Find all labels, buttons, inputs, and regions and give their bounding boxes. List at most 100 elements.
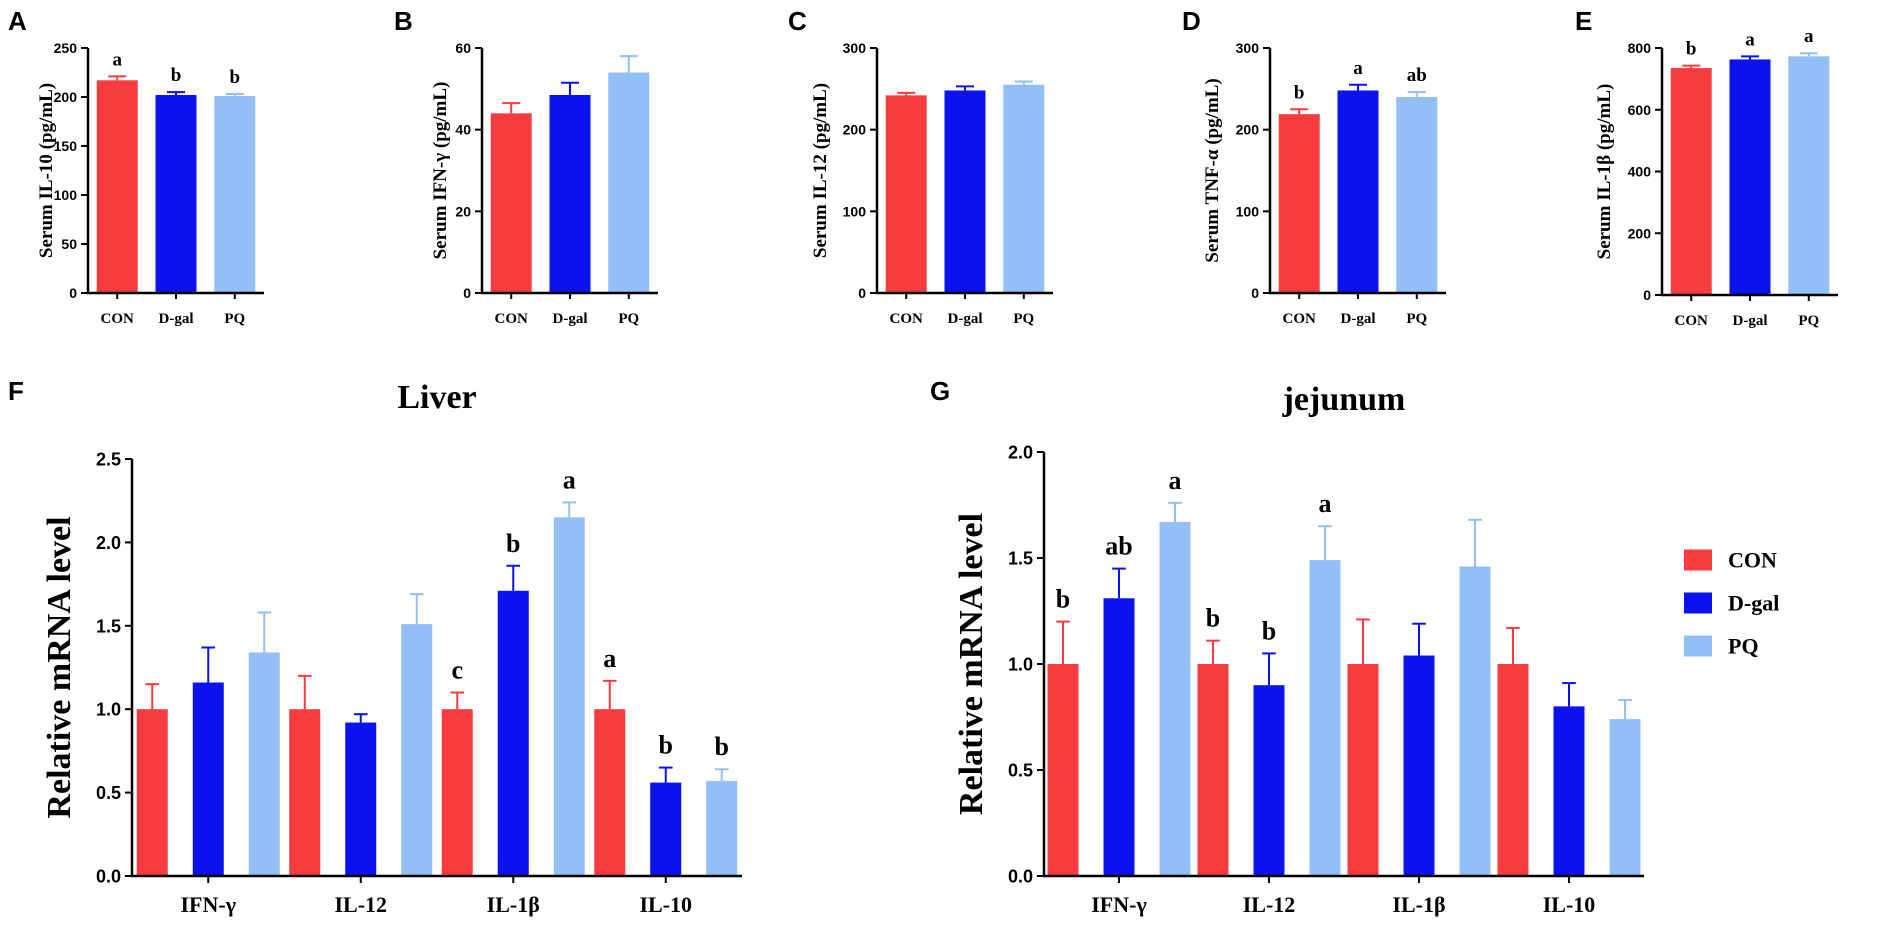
significance-letter: b xyxy=(171,65,182,86)
bar-con xyxy=(1347,664,1379,876)
x-category-label: CON xyxy=(101,311,135,327)
bar-con xyxy=(1278,114,1320,294)
chart-panel-A: A Serum IL-10 (pg/mL) 0 50 100 150 200 250 CON a D… xyxy=(8,6,264,327)
y-tick-label: 40 xyxy=(455,122,471,138)
y-axis-title: Serum IFN-γ (pg/mL) xyxy=(430,82,451,260)
y-tick-label: 0 xyxy=(1251,285,1259,301)
y-tick-label: 1.0 xyxy=(1008,654,1033,674)
y-tick-label: 2.0 xyxy=(1008,442,1033,462)
y-tick-label: 1.0 xyxy=(96,700,121,720)
y-tick-label: 300 xyxy=(1236,40,1260,56)
significance-letter: b xyxy=(715,732,729,761)
chart-panel-B: B Serum IFN-γ (pg/mL) 0 20 40 60 CON D-gal PQ xyxy=(394,6,658,327)
significance-letter: b xyxy=(1206,604,1220,633)
bar-con xyxy=(490,113,532,293)
y-tick-label: 400 xyxy=(1628,164,1652,180)
legend-swatch-d-gal xyxy=(1684,592,1712,614)
y-tick-label: 150 xyxy=(54,138,78,154)
bar-pq xyxy=(1396,97,1438,293)
panel-letter: D xyxy=(1182,6,1201,36)
y-axis-title: Serum TNF-α (pg/mL) xyxy=(1202,78,1223,262)
bar-con xyxy=(1497,664,1529,876)
x-category-label: IL-10 xyxy=(1543,892,1596,917)
x-category-label: IL-12 xyxy=(334,892,387,917)
x-category-label: D-gal xyxy=(553,311,588,327)
panel-letter: B xyxy=(394,6,413,36)
bar-d-gal xyxy=(549,94,591,293)
chart-panel-C: C Serum IL-12 (pg/mL) 0 100 200 300 CON D-gal PQ xyxy=(788,6,1053,327)
y-tick-label: 100 xyxy=(54,187,78,203)
y-tick-label: 20 xyxy=(455,203,471,219)
bar-pq xyxy=(1159,521,1191,876)
y-tick-label: 100 xyxy=(843,203,867,219)
y-tick-label: 0.5 xyxy=(96,783,121,803)
bar-pq xyxy=(1459,566,1491,876)
x-category-label: PQ xyxy=(618,311,639,327)
x-category-label: CON xyxy=(1283,311,1317,327)
y-tick-label: 2.5 xyxy=(96,449,121,469)
x-category-label: IFN-γ xyxy=(180,892,236,917)
significance-letter: b xyxy=(1686,39,1697,60)
y-tick-label: 0.5 xyxy=(1008,760,1033,780)
y-tick-label: 1.5 xyxy=(96,616,121,636)
y-tick-label: 0.0 xyxy=(1008,866,1033,886)
x-category-label: CON xyxy=(890,311,924,327)
legend-swatch-pq xyxy=(1684,635,1712,657)
y-tick-label: 200 xyxy=(1628,225,1652,241)
bar-d-gal xyxy=(1103,598,1135,876)
bar-d-gal xyxy=(155,95,197,293)
y-tick-label: 200 xyxy=(54,89,78,105)
legend-swatch-con xyxy=(1684,549,1712,571)
chart-title: Liver xyxy=(397,379,476,416)
bar-d-gal xyxy=(497,590,529,876)
x-category-label: D-gal xyxy=(159,311,194,327)
significance-letter: a xyxy=(112,49,122,70)
chart-panel-E: E Serum IL-1β (pg/mL) 0 200 400 600 800 CON b D-g… xyxy=(1575,6,1838,329)
bar-pq xyxy=(214,96,256,294)
bar-pq xyxy=(1309,560,1341,876)
legend: CON D-gal PQ xyxy=(1684,548,1779,659)
x-category-label: CON xyxy=(1675,313,1709,329)
x-category-label: IL-1β xyxy=(487,892,540,917)
bar-con xyxy=(1047,664,1079,876)
x-category-label: PQ xyxy=(1798,313,1819,329)
panel-letter: C xyxy=(788,6,807,36)
bar-d-gal xyxy=(345,722,377,876)
chart-panel-F: F Liver Relative mRNA level 0.0 0.5 1.0 1.5 2.0… xyxy=(8,376,742,917)
bar-pq xyxy=(1003,84,1045,293)
y-tick-label: 0.0 xyxy=(96,866,121,886)
y-axis-title: Relative mRNA level xyxy=(41,516,78,818)
bar-con xyxy=(1670,68,1712,295)
significance-letter: ab xyxy=(1407,65,1427,86)
bar-d-gal xyxy=(944,90,986,293)
bar-d-gal xyxy=(1729,59,1771,295)
y-tick-label: 50 xyxy=(61,236,77,252)
y-axis-title: Serum IL-12 (pg/mL) xyxy=(810,83,831,258)
y-tick-label: 60 xyxy=(455,40,471,56)
y-tick-label: 0 xyxy=(69,285,77,301)
significance-letter: a xyxy=(1169,466,1182,495)
significance-letter: a xyxy=(1353,58,1363,79)
bar-con xyxy=(594,709,626,876)
x-category-label: CON xyxy=(495,311,529,327)
y-axis-title: Relative mRNA level xyxy=(953,513,990,815)
bar-d-gal xyxy=(192,682,224,876)
significance-letter: a xyxy=(1745,29,1755,50)
y-tick-label: 250 xyxy=(54,40,78,56)
y-tick-label: 600 xyxy=(1628,102,1652,118)
significance-letter: a xyxy=(1804,26,1814,47)
bar-con xyxy=(136,709,168,876)
legend-label: D-gal xyxy=(1728,591,1779,616)
bar-pq xyxy=(553,517,585,876)
bar-d-gal xyxy=(1253,685,1285,876)
legend-label: CON xyxy=(1728,548,1777,573)
y-tick-label: 0 xyxy=(858,285,866,301)
significance-letter: b xyxy=(659,731,673,760)
y-tick-label: 300 xyxy=(843,40,867,56)
bar-con xyxy=(1197,664,1229,876)
bar-pq xyxy=(608,72,650,293)
bar-pq xyxy=(401,624,433,876)
y-axis-title: Serum IL-10 (pg/mL) xyxy=(36,83,57,258)
x-category-label: D-gal xyxy=(1341,311,1376,327)
bar-pq xyxy=(1609,719,1641,876)
